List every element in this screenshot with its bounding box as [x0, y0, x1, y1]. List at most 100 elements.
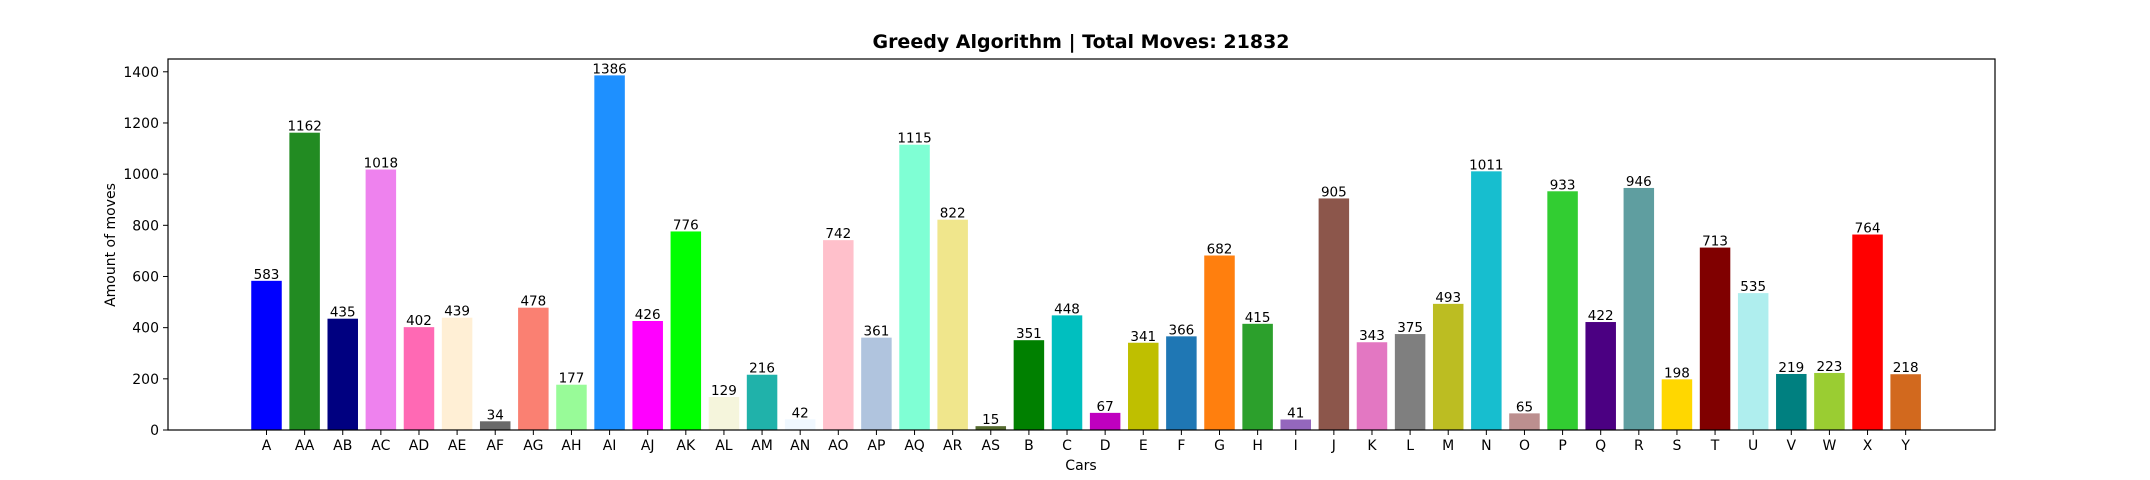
bar-ap	[861, 337, 892, 430]
x-tick-label: C	[1062, 438, 1072, 454]
y-tick-label: 1400	[123, 65, 159, 81]
bar-b	[1013, 340, 1045, 430]
bar-value-label: 822	[940, 206, 966, 222]
x-tick-label: AK	[676, 438, 696, 454]
x-tick-label: E	[1139, 438, 1148, 454]
y-tick-label: 200	[132, 372, 159, 388]
bar-o	[1509, 413, 1540, 430]
x-tick-label: AO	[828, 438, 848, 454]
bar-value-label: 426	[635, 307, 661, 323]
bar-value-label: 375	[1397, 320, 1423, 336]
bar-ao	[823, 240, 854, 430]
x-tick-label: AM	[751, 438, 773, 454]
y-tick-label: 1000	[123, 167, 159, 183]
y-tick-label: 1200	[123, 116, 159, 132]
bar-ag	[518, 307, 549, 430]
x-tick-label: M	[1442, 438, 1454, 454]
bar-value-label: 351	[1016, 326, 1042, 342]
bar-c	[1051, 315, 1083, 430]
bar-value-label: 42	[792, 405, 809, 421]
x-tick-label: AF	[486, 438, 504, 454]
y-axis-label: Amount of moves	[103, 183, 119, 307]
bar-e	[1128, 342, 1159, 430]
bar-value-label: 177	[559, 371, 585, 387]
chart-title: Greedy Algorithm | Total Moves: 21832	[872, 31, 1289, 53]
bar-value-label: 341	[1130, 329, 1156, 345]
x-tick-label: AR	[943, 438, 963, 454]
bar-value-label: 742	[825, 226, 851, 242]
bar-value-label: 478	[520, 294, 546, 310]
x-tick-label: O	[1519, 438, 1530, 454]
bar-value-label: 713	[1702, 234, 1728, 250]
bar-aj	[632, 321, 663, 430]
bar-value-label: 583	[254, 267, 280, 283]
x-tick-label: AH	[561, 438, 581, 454]
x-tick-label: X	[1863, 438, 1873, 454]
bar-r	[1623, 187, 1655, 430]
bar-value-label: 223	[1817, 359, 1843, 375]
bar-value-label: 366	[1168, 322, 1194, 338]
x-tick-label: G	[1214, 438, 1225, 454]
x-tick-label: F	[1177, 438, 1185, 454]
bar-value-label: 67	[1097, 399, 1114, 415]
bar-value-label: 198	[1664, 365, 1690, 381]
bar-as	[975, 426, 1007, 430]
bar-j	[1318, 198, 1350, 430]
bar-value-label: 493	[1435, 290, 1461, 306]
bar-d	[1089, 412, 1121, 430]
bar-value-label: 946	[1626, 174, 1652, 190]
x-tick-label: J	[1331, 438, 1336, 454]
bar-p	[1547, 191, 1578, 430]
x-tick-label: K	[1367, 438, 1377, 454]
bar-value-label: 1115	[897, 131, 931, 147]
x-tick-label: H	[1252, 438, 1263, 454]
bar-value-label: 905	[1321, 184, 1347, 200]
bar-value-label: 65	[1516, 399, 1533, 415]
bar-value-label: 15	[982, 412, 999, 428]
bar-ah	[556, 384, 587, 430]
bars-group	[251, 75, 1921, 430]
x-tick-label: W	[1822, 438, 1836, 454]
bar-t	[1699, 247, 1731, 430]
bar-l	[1394, 334, 1426, 430]
bar-value-label: 34	[487, 407, 504, 423]
bar-value-label: 41	[1287, 406, 1304, 422]
x-tick-label: AE	[448, 438, 466, 454]
bar-g	[1204, 255, 1235, 430]
bar-value-label: 1018	[364, 156, 398, 172]
x-tick-label: D	[1100, 438, 1111, 454]
bar-af	[479, 421, 511, 430]
bar-m	[1432, 303, 1464, 430]
x-tick-label: Q	[1595, 438, 1606, 454]
bar-h	[1242, 323, 1273, 430]
bar-value-label: 216	[749, 361, 775, 377]
bar-aq	[899, 144, 930, 430]
bar-v	[1776, 373, 1807, 430]
bar-ad	[403, 327, 435, 430]
x-tick-label: V	[1787, 438, 1797, 454]
x-axis-label: Cars	[1065, 458, 1096, 474]
bar-value-label: 402	[406, 313, 432, 329]
x-tick-label: AP	[867, 438, 885, 454]
bar-value-label: 219	[1778, 360, 1804, 376]
x-axis-ticks: A AA AB AC AD AE AF AG AH AI AJ AK AL AM AN AO AP AQ AR AS B…	[262, 430, 1910, 454]
bar-value-label: 682	[1207, 242, 1233, 258]
x-tick-label: AS	[982, 438, 1001, 454]
bar-s	[1661, 379, 1693, 430]
y-tick-label: 800	[132, 218, 159, 234]
x-tick-label: AB	[333, 438, 352, 454]
bar-an	[784, 419, 816, 430]
bar-am	[746, 374, 778, 430]
bar-y	[1890, 374, 1921, 430]
bar-value-label: 361	[864, 324, 890, 340]
x-tick-label: AG	[523, 438, 543, 454]
bar-q	[1585, 322, 1616, 430]
bar-ae	[441, 317, 473, 430]
bar-value-label: 448	[1054, 301, 1080, 317]
bar-al	[708, 396, 740, 430]
bar-ab	[327, 318, 358, 430]
x-tick-label: AN	[790, 438, 810, 454]
x-tick-label: AC	[371, 438, 390, 454]
bar-f	[1166, 336, 1197, 430]
bar-labels-group: 583 1162 435 1018 402 439 34 478 177 1386 426 776 12…	[254, 61, 1919, 428]
